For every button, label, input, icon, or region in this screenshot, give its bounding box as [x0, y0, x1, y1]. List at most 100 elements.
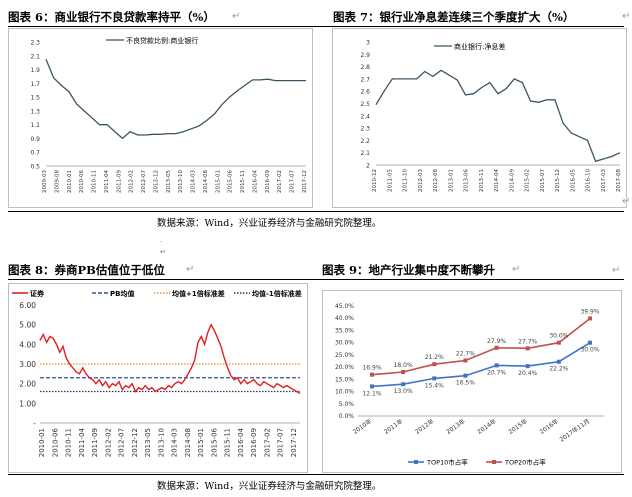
- x-tick-label: 2014-03: [191, 170, 197, 193]
- x-tick-label: 2011-05: [387, 169, 393, 192]
- y-tick-label: 4.00: [19, 340, 36, 349]
- y-tick-label: 2.9: [360, 52, 370, 59]
- series-line: [39, 323, 301, 395]
- series-marker: [588, 340, 592, 345]
- data-label: 30.0%: [580, 347, 599, 354]
- y-tick-label: 0.7: [30, 150, 40, 157]
- source-note: 数据来源：Wind，兴业证券经济与金融研究院整理。: [157, 481, 382, 492]
- y-tick-label: 1.00: [19, 399, 36, 408]
- paragraph-mark: ↵: [512, 264, 521, 275]
- y-tick-label: -: [33, 419, 36, 428]
- data-label: 27.7%: [518, 338, 537, 345]
- x-tick-label: 2010-01: [38, 428, 46, 457]
- series-marker: [401, 370, 406, 374]
- x-tick-label: 2017-02: [277, 170, 283, 193]
- stray-dot: ↵: [160, 248, 166, 256]
- paragraph-mark: ↵: [186, 264, 195, 275]
- x-tick-label: 2012-02: [129, 170, 135, 193]
- data-label: 30.0%: [549, 333, 568, 340]
- x-tick-label: 2013-10: [157, 428, 165, 457]
- x-tick-label: 2017年11月: [558, 417, 591, 444]
- series-marker: [463, 373, 468, 378]
- figure-9-caption: 图表 9：地产行业集中度不断攀升: [322, 263, 496, 277]
- x-tick-label: 2014-08: [203, 170, 209, 193]
- x-tick-label: 2017-12: [290, 428, 298, 457]
- y-tick-label: 45.0%: [335, 303, 354, 310]
- x-tick-label: 2014年: [476, 417, 498, 436]
- y-tick-label: 2.4: [360, 113, 370, 120]
- y-tick-label: 3: [366, 40, 370, 47]
- x-tick-label: 2017-03: [601, 169, 607, 192]
- y-tick-label: 1.3: [30, 108, 40, 115]
- x-tick-label: 2011-10: [403, 169, 409, 192]
- y-tick-label: 1.1: [30, 122, 40, 129]
- figure-6-caption: 图表 6：商业银行不良贷款率持平（%）: [8, 10, 215, 24]
- x-tick-label: 2015-11: [224, 428, 232, 457]
- x-tick-label: 2013-06: [464, 169, 470, 192]
- legend-label: TOP10市占率: [426, 458, 468, 467]
- x-tick-label: 2013-05: [144, 428, 152, 457]
- legend-marker: [414, 460, 418, 464]
- x-tick-label: 2014-04: [494, 169, 500, 192]
- series-line: [371, 317, 591, 376]
- x-tick-label: 2017-08: [616, 169, 622, 192]
- data-label: 15.4%: [425, 382, 444, 389]
- x-tick-label: 2015-01: [215, 170, 221, 193]
- series-marker: [556, 359, 561, 364]
- x-tick-label: 2012-12: [131, 428, 139, 457]
- x-tick-label: 2009-03: [42, 170, 48, 193]
- data-label: 12.1%: [362, 390, 381, 397]
- top-rule: [8, 26, 624, 27]
- y-tick-label: 1.9: [30, 67, 40, 74]
- x-tick-label: 2011-04: [78, 427, 86, 457]
- x-tick-label: 2014-09: [509, 169, 515, 192]
- x-tick-label: 2012-12: [153, 170, 159, 193]
- x-tick-label: 2012-02: [104, 428, 112, 457]
- y-tick-label: 40.0%: [335, 315, 354, 322]
- data-label: 13.0%: [394, 388, 413, 395]
- x-tick-label: 2015-02: [525, 169, 531, 192]
- y-tick-label: 10.0%: [335, 389, 354, 396]
- x-tick-label: 2012-08: [433, 169, 439, 192]
- x-tick-label: 2013-01: [448, 169, 454, 192]
- legend-label: TOP20市占率: [504, 458, 546, 467]
- x-tick-label: 2010-06: [79, 170, 85, 193]
- x-tick-label: 2012-07: [118, 428, 126, 457]
- x-tick-label: 2014-03: [171, 428, 179, 457]
- series-marker: [370, 372, 374, 377]
- y-tick-label: 2.5: [360, 101, 370, 108]
- data-label: 27.9%: [487, 338, 506, 345]
- x-tick-label: 2010-12: [372, 169, 378, 192]
- series-marker: [556, 340, 561, 345]
- x-tick-label: 2010-11: [65, 428, 73, 457]
- data-label: 16.9%: [362, 365, 381, 372]
- y-tick-label: 1.5: [30, 95, 40, 102]
- paragraph-mark: ↵: [622, 11, 631, 22]
- figure-8-caption: 图表 8：券商PB估值位于低位: [8, 263, 165, 277]
- y-tick-label: 5.0%: [339, 401, 355, 408]
- series-marker: [525, 346, 530, 351]
- x-tick-label: 2010-01: [67, 170, 73, 193]
- series-marker: [494, 363, 499, 368]
- x-tick-label: 2017-07: [290, 170, 296, 193]
- data-label: 39.9%: [580, 308, 599, 315]
- data-label: 22.7%: [456, 351, 475, 358]
- y-tick-label: 1.7: [30, 81, 40, 88]
- chart-frame: [8, 28, 313, 208]
- series-marker: [370, 384, 374, 389]
- x-tick-label: 2013-10: [178, 170, 184, 193]
- series-marker: [432, 362, 437, 367]
- y-tick-label: 2.1: [30, 53, 40, 60]
- x-tick-label: 2017-07: [277, 428, 285, 457]
- chart-broker-pb: 6.00 5.00 4.00 3.00 2.00 1.00 -2010-01 2010-06 2…: [8, 283, 308, 473]
- x-tick-label: 2012-03: [418, 169, 424, 192]
- stray-dot: .: [160, 236, 163, 244]
- x-tick-label: 2011年: [382, 417, 404, 436]
- y-tick-label: 2.1: [360, 150, 370, 157]
- chart-frame: [322, 290, 622, 473]
- x-tick-label: 2013-11: [479, 169, 485, 192]
- series-marker: [525, 364, 530, 369]
- series-line: [371, 342, 591, 388]
